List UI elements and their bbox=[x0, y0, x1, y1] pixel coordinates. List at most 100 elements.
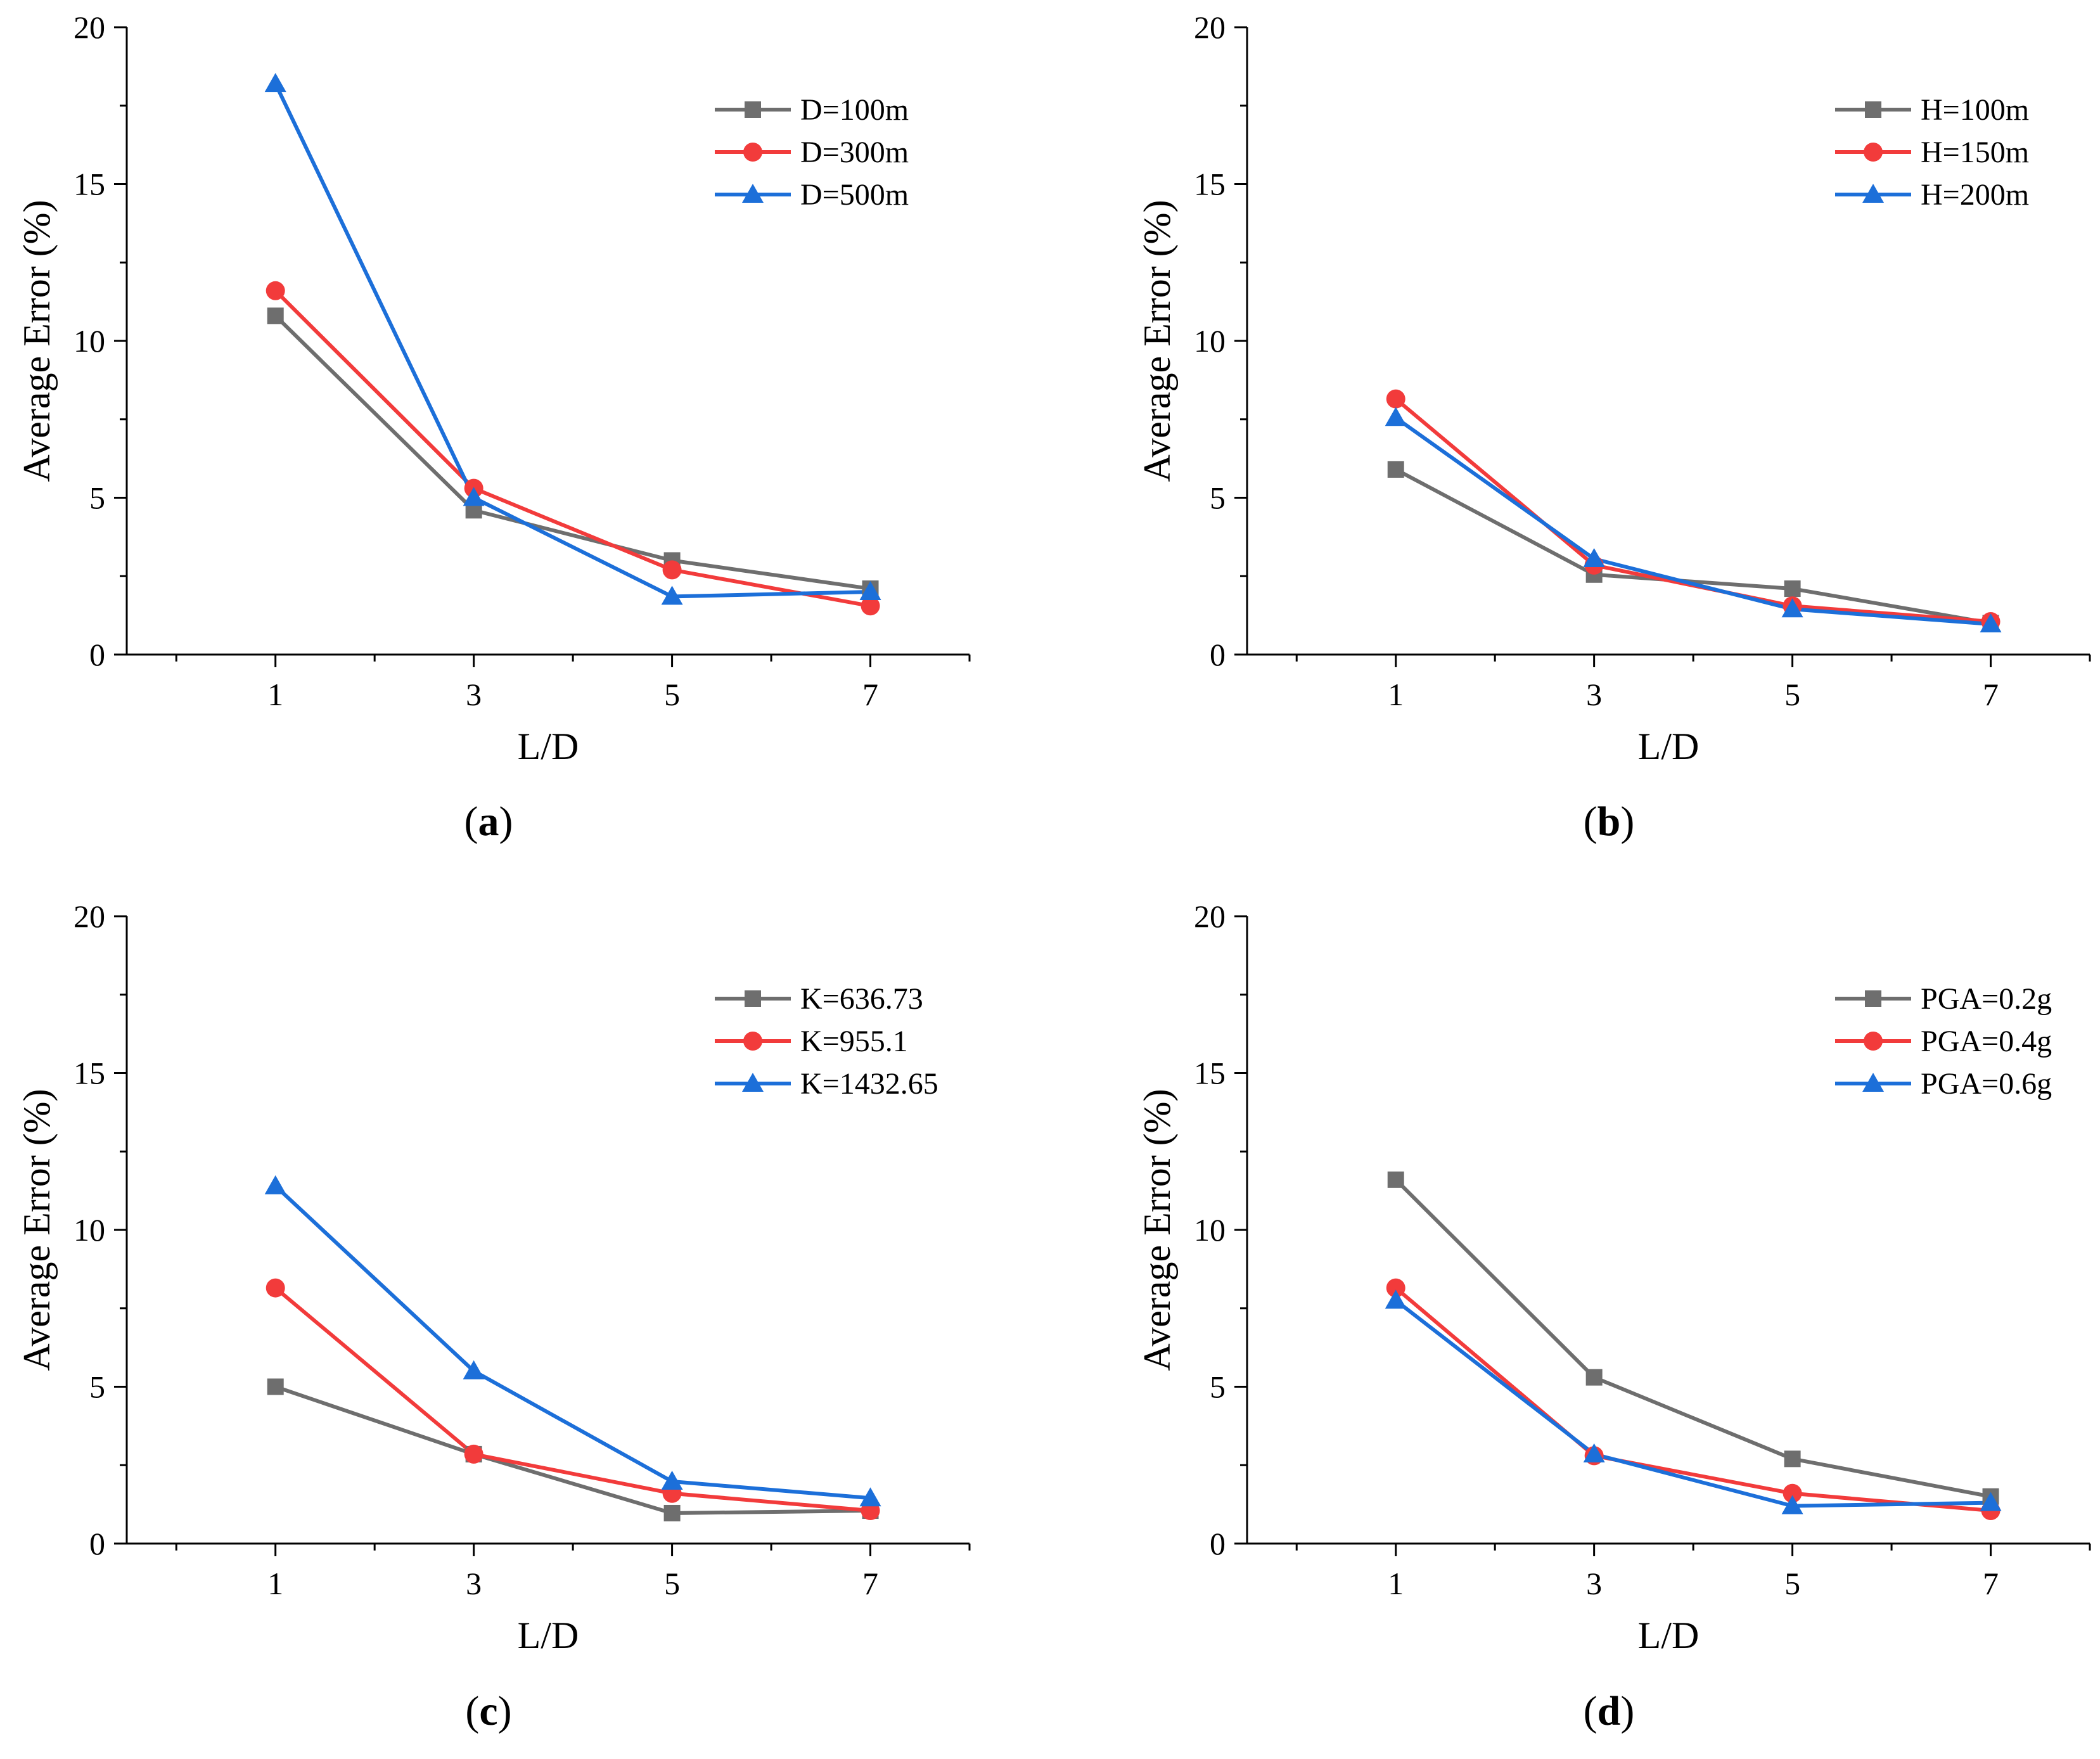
x-tick-label: 1 bbox=[1388, 677, 1404, 712]
x-tick-label: 1 bbox=[1388, 1566, 1404, 1601]
legend-label: K=636.73 bbox=[800, 982, 923, 1016]
x-tick-label: 1 bbox=[267, 677, 283, 712]
x-tick-label: 1 bbox=[267, 1566, 283, 1601]
data-point-series-3 bbox=[264, 73, 286, 93]
panel-label-open: ( bbox=[465, 1688, 479, 1734]
data-point-series-3 bbox=[1583, 548, 1605, 568]
x-tick-label: 3 bbox=[1586, 677, 1602, 712]
y-tick-label: 0 bbox=[89, 637, 105, 672]
x-tick-label: 7 bbox=[862, 677, 878, 712]
panel-label-letter: b bbox=[1597, 798, 1621, 845]
y-axis-title: Average Error (%) bbox=[16, 200, 58, 482]
y-tick-label: 15 bbox=[74, 1056, 105, 1091]
panel-label-letter: c bbox=[479, 1688, 497, 1734]
data-point-series-2 bbox=[266, 1278, 285, 1298]
panel-label-close: ) bbox=[498, 1688, 512, 1734]
series-line-2 bbox=[1394, 397, 1991, 624]
legend-marker bbox=[1865, 101, 1881, 118]
data-point-series-3 bbox=[1781, 1495, 1803, 1514]
legend-marker bbox=[745, 990, 761, 1007]
panel-label-letter: a bbox=[478, 798, 499, 845]
data-point-series-2 bbox=[464, 1444, 483, 1464]
data-point-series-1 bbox=[267, 1378, 284, 1395]
x-axis-title: L/D bbox=[518, 1615, 579, 1656]
data-point-series-2 bbox=[662, 560, 682, 580]
chart-panel-c: 0 5 10 15 20 1 3 5 7 L/D Average Error (%) K=636.73… bbox=[16, 899, 971, 1656]
x-axis-title: L/D bbox=[1638, 1615, 1700, 1656]
panel-label-close: ) bbox=[499, 798, 513, 845]
y-tick-label: 10 bbox=[1194, 323, 1226, 359]
y-tick-label: 15 bbox=[74, 167, 105, 202]
data-point-series-1 bbox=[267, 307, 284, 324]
data-point-series-1 bbox=[1387, 461, 1404, 478]
legend-label: K=1432.65 bbox=[800, 1067, 938, 1101]
data-point-series-3 bbox=[463, 487, 485, 506]
series-line-2 bbox=[1394, 1286, 1991, 1513]
y-tick-label: 0 bbox=[89, 1526, 105, 1561]
legend: H=100m H=150m H=200m bbox=[1835, 93, 2029, 212]
legend-marker bbox=[1862, 184, 1884, 203]
chart-panel-d: 0 5 10 15 20 1 3 5 7 L/D Average Error (%) PGA=0.2g… bbox=[1136, 899, 2091, 1656]
data-point-series-1 bbox=[663, 1504, 681, 1521]
data-point-series-3 bbox=[1385, 1289, 1407, 1309]
legend-label: PGA=0.6g bbox=[1921, 1067, 2052, 1101]
legend-label: H=200m bbox=[1921, 178, 2029, 212]
data-point-series-3 bbox=[264, 1175, 286, 1194]
y-tick-label: 15 bbox=[1194, 167, 1226, 202]
legend: PGA=0.2g PGA=0.4g PGA=0.6g bbox=[1835, 982, 2052, 1101]
x-tick-label: 5 bbox=[1784, 677, 1800, 712]
y-axis-title: Average Error (%) bbox=[1136, 1089, 1178, 1371]
data-point-series-3 bbox=[1781, 598, 1803, 618]
series-line-2 bbox=[274, 289, 871, 608]
x-tick-label: 3 bbox=[1586, 1566, 1602, 1601]
y-tick-label: 20 bbox=[74, 10, 105, 45]
data-point-series-2 bbox=[266, 281, 285, 300]
legend-marker bbox=[1865, 990, 1881, 1007]
data-point-series-1 bbox=[1784, 580, 1801, 598]
legend-label: K=955.1 bbox=[800, 1025, 908, 1058]
y-tick-label: 5 bbox=[1210, 1369, 1226, 1405]
x-tick-label: 5 bbox=[664, 1566, 680, 1601]
y-tick-label: 0 bbox=[1210, 1526, 1226, 1561]
x-tick-label: 3 bbox=[466, 1566, 482, 1601]
x-tick-label: 7 bbox=[862, 1566, 878, 1601]
x-axis-title: L/D bbox=[1638, 726, 1700, 767]
legend-marker bbox=[745, 101, 761, 118]
legend-marker bbox=[743, 143, 762, 162]
panel-label: (c) bbox=[465, 1688, 511, 1734]
legend-marker bbox=[742, 1073, 764, 1092]
data-point-series-3 bbox=[661, 585, 683, 605]
y-axis-title: Average Error (%) bbox=[16, 1089, 58, 1371]
legend-marker bbox=[1864, 1032, 1883, 1051]
legend-label: D=100m bbox=[800, 93, 909, 127]
legend-marker bbox=[742, 184, 764, 203]
data-point-series-3 bbox=[463, 1360, 485, 1379]
legend-marker bbox=[1864, 143, 1883, 162]
series-line-1 bbox=[274, 1385, 871, 1515]
panel-label: (d) bbox=[1584, 1688, 1635, 1734]
panel-label-close: ) bbox=[1620, 798, 1634, 845]
data-point-series-3 bbox=[1980, 1492, 2002, 1511]
data-point-series-1 bbox=[1784, 1450, 1801, 1468]
y-tick-label: 5 bbox=[89, 480, 105, 516]
panel-label: (a) bbox=[464, 798, 513, 845]
panel-label-open: ( bbox=[1584, 1688, 1597, 1734]
y-tick-label: 10 bbox=[1194, 1212, 1226, 1248]
series-line-2 bbox=[274, 1286, 871, 1513]
y-tick-label: 20 bbox=[74, 899, 105, 934]
y-tick-label: 5 bbox=[89, 1369, 105, 1405]
y-tick-label: 0 bbox=[1210, 637, 1226, 672]
series-line-1 bbox=[1394, 1178, 1992, 1499]
legend: K=636.73 K=955.1 K=1432.65 bbox=[715, 982, 938, 1101]
data-point-series-2 bbox=[1783, 1483, 1802, 1503]
y-tick-label: 20 bbox=[1194, 899, 1226, 934]
y-tick-label: 15 bbox=[1194, 1056, 1226, 1091]
series-line-1 bbox=[1395, 468, 1992, 625]
data-point-series-3 bbox=[1980, 613, 2002, 632]
legend-label: H=150m bbox=[1921, 136, 2029, 169]
data-point-series-3 bbox=[1583, 1443, 1605, 1462]
panel-label-close: ) bbox=[1620, 1688, 1634, 1734]
x-tick-label: 7 bbox=[1983, 1566, 1999, 1601]
